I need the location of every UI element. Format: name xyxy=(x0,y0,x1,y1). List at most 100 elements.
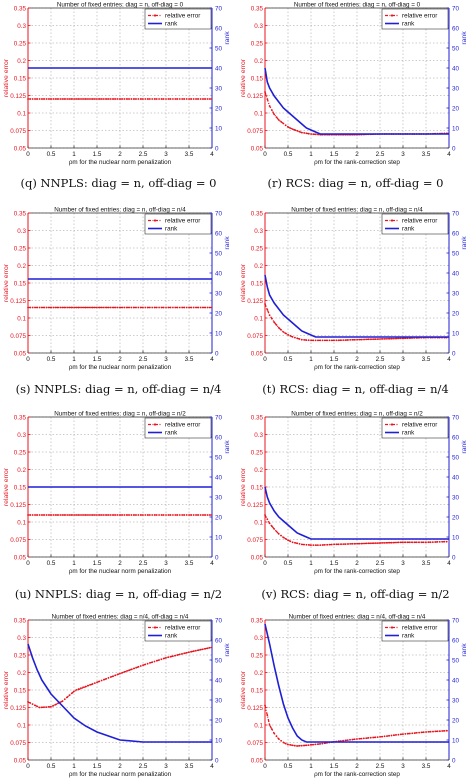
error-marker xyxy=(351,738,354,741)
error-marker xyxy=(296,337,299,340)
y-tick-label: 0.2 xyxy=(17,670,26,677)
error-marker xyxy=(144,514,147,516)
x-axis-label: ρm for the nuclear norm penalization xyxy=(69,771,172,778)
error-marker xyxy=(169,306,172,309)
x-tick-label: 3 xyxy=(401,356,405,363)
error-marker xyxy=(70,692,73,695)
x-tick-label: 4 xyxy=(447,356,451,363)
legend-marker xyxy=(390,626,394,629)
error-marker xyxy=(298,744,301,747)
error-marker xyxy=(294,541,296,544)
chart-title: Number of fixed entries: diag = n, off-d… xyxy=(54,207,186,214)
y2-tick-label: 70 xyxy=(215,415,223,422)
error-marker xyxy=(27,98,29,100)
error-marker xyxy=(31,703,34,705)
error-marker xyxy=(151,661,154,664)
error-marker xyxy=(390,541,393,544)
y-tick-label: 0.05 xyxy=(251,555,264,562)
y2-tick-label: 40 xyxy=(452,475,460,482)
y-tick-label: 0.25 xyxy=(14,450,27,457)
legend-marker xyxy=(153,219,157,222)
y-tick-label: 0.3 xyxy=(17,635,26,642)
error-marker xyxy=(282,331,285,333)
y2-tick-label: 50 xyxy=(452,251,460,258)
y2-tick-label: 30 xyxy=(452,291,460,298)
error-marker xyxy=(183,306,186,309)
error-marker xyxy=(103,306,105,309)
error-marker xyxy=(425,731,427,733)
error-marker xyxy=(379,542,381,544)
error-marker xyxy=(314,339,317,342)
error-marker xyxy=(112,514,114,516)
error-marker xyxy=(162,306,165,309)
error-marker xyxy=(264,91,266,93)
x-tick-label: 0 xyxy=(26,356,30,363)
error-marker xyxy=(330,543,333,546)
error-marker xyxy=(158,98,161,100)
error-marker xyxy=(165,656,167,659)
error-marker xyxy=(146,514,149,516)
y2-tick-label: 10 xyxy=(452,738,460,745)
error-marker xyxy=(137,514,140,516)
x-tick-label: 2 xyxy=(118,560,122,567)
series-line-rank xyxy=(264,623,449,743)
error-marker xyxy=(105,677,108,680)
error-marker xyxy=(63,306,66,309)
x-tick-label: 4 xyxy=(447,151,451,158)
error-marker xyxy=(340,543,342,546)
x-tick-label: 3.5 xyxy=(422,356,431,363)
error-marker xyxy=(402,337,404,340)
x-tick-label: 2 xyxy=(355,356,359,363)
series-markers-relative-error xyxy=(27,98,211,100)
error-marker xyxy=(70,306,73,309)
y-tick-label: 0.25 xyxy=(14,653,27,660)
x-tick-label: 2 xyxy=(355,560,359,567)
error-marker xyxy=(107,677,110,679)
error-marker xyxy=(36,306,39,309)
y2-tick-label: 70 xyxy=(215,6,223,13)
chart-s-svg: 0.050.0750.10.1250.150.20.250.30.3501020… xyxy=(3,207,231,372)
error-marker xyxy=(326,543,328,546)
x-tick-label: 0.5 xyxy=(284,151,293,158)
error-marker xyxy=(273,528,276,530)
y-tick-label: 0.35 xyxy=(251,415,264,422)
error-marker xyxy=(98,98,101,100)
error-marker xyxy=(415,541,418,544)
x-tick-label: 4 xyxy=(210,356,214,363)
error-marker xyxy=(43,706,45,709)
error-marker xyxy=(287,539,289,542)
error-marker xyxy=(275,324,278,326)
y-tick-label: 0.2 xyxy=(254,263,263,270)
y-axis-label: relative error xyxy=(3,467,10,506)
error-marker xyxy=(360,338,363,341)
error-marker xyxy=(151,514,154,516)
error-marker xyxy=(411,541,414,544)
error-marker xyxy=(411,732,414,735)
caption-v: (v) RCS: diag = n, off-diag = n/2 xyxy=(261,587,450,601)
error-marker xyxy=(137,306,140,309)
error-marker xyxy=(275,530,278,533)
error-marker xyxy=(429,730,432,733)
x-axis-label: ρm for the nuclear norm penalization xyxy=(69,364,172,371)
series-markers-relative-error xyxy=(27,306,211,309)
error-marker xyxy=(176,98,179,100)
error-marker xyxy=(374,542,377,544)
error-marker xyxy=(155,306,158,309)
error-marker xyxy=(282,741,285,744)
y2-tick-label: 30 xyxy=(452,86,460,93)
y-tick-label: 0.05 xyxy=(14,758,27,765)
error-marker xyxy=(38,98,41,100)
y2-tick-label: 10 xyxy=(215,738,223,745)
error-marker xyxy=(291,541,294,544)
y-tick-label: 0.15 xyxy=(251,281,264,288)
error-marker xyxy=(372,736,374,739)
error-marker xyxy=(303,543,305,546)
y-tick-label: 0.25 xyxy=(251,653,264,660)
error-marker xyxy=(363,737,365,740)
y2-tick-label: 70 xyxy=(452,211,460,218)
error-marker xyxy=(114,514,117,516)
error-marker xyxy=(280,120,282,123)
error-marker xyxy=(91,306,94,309)
y-tick-label: 0.15 xyxy=(251,485,264,492)
